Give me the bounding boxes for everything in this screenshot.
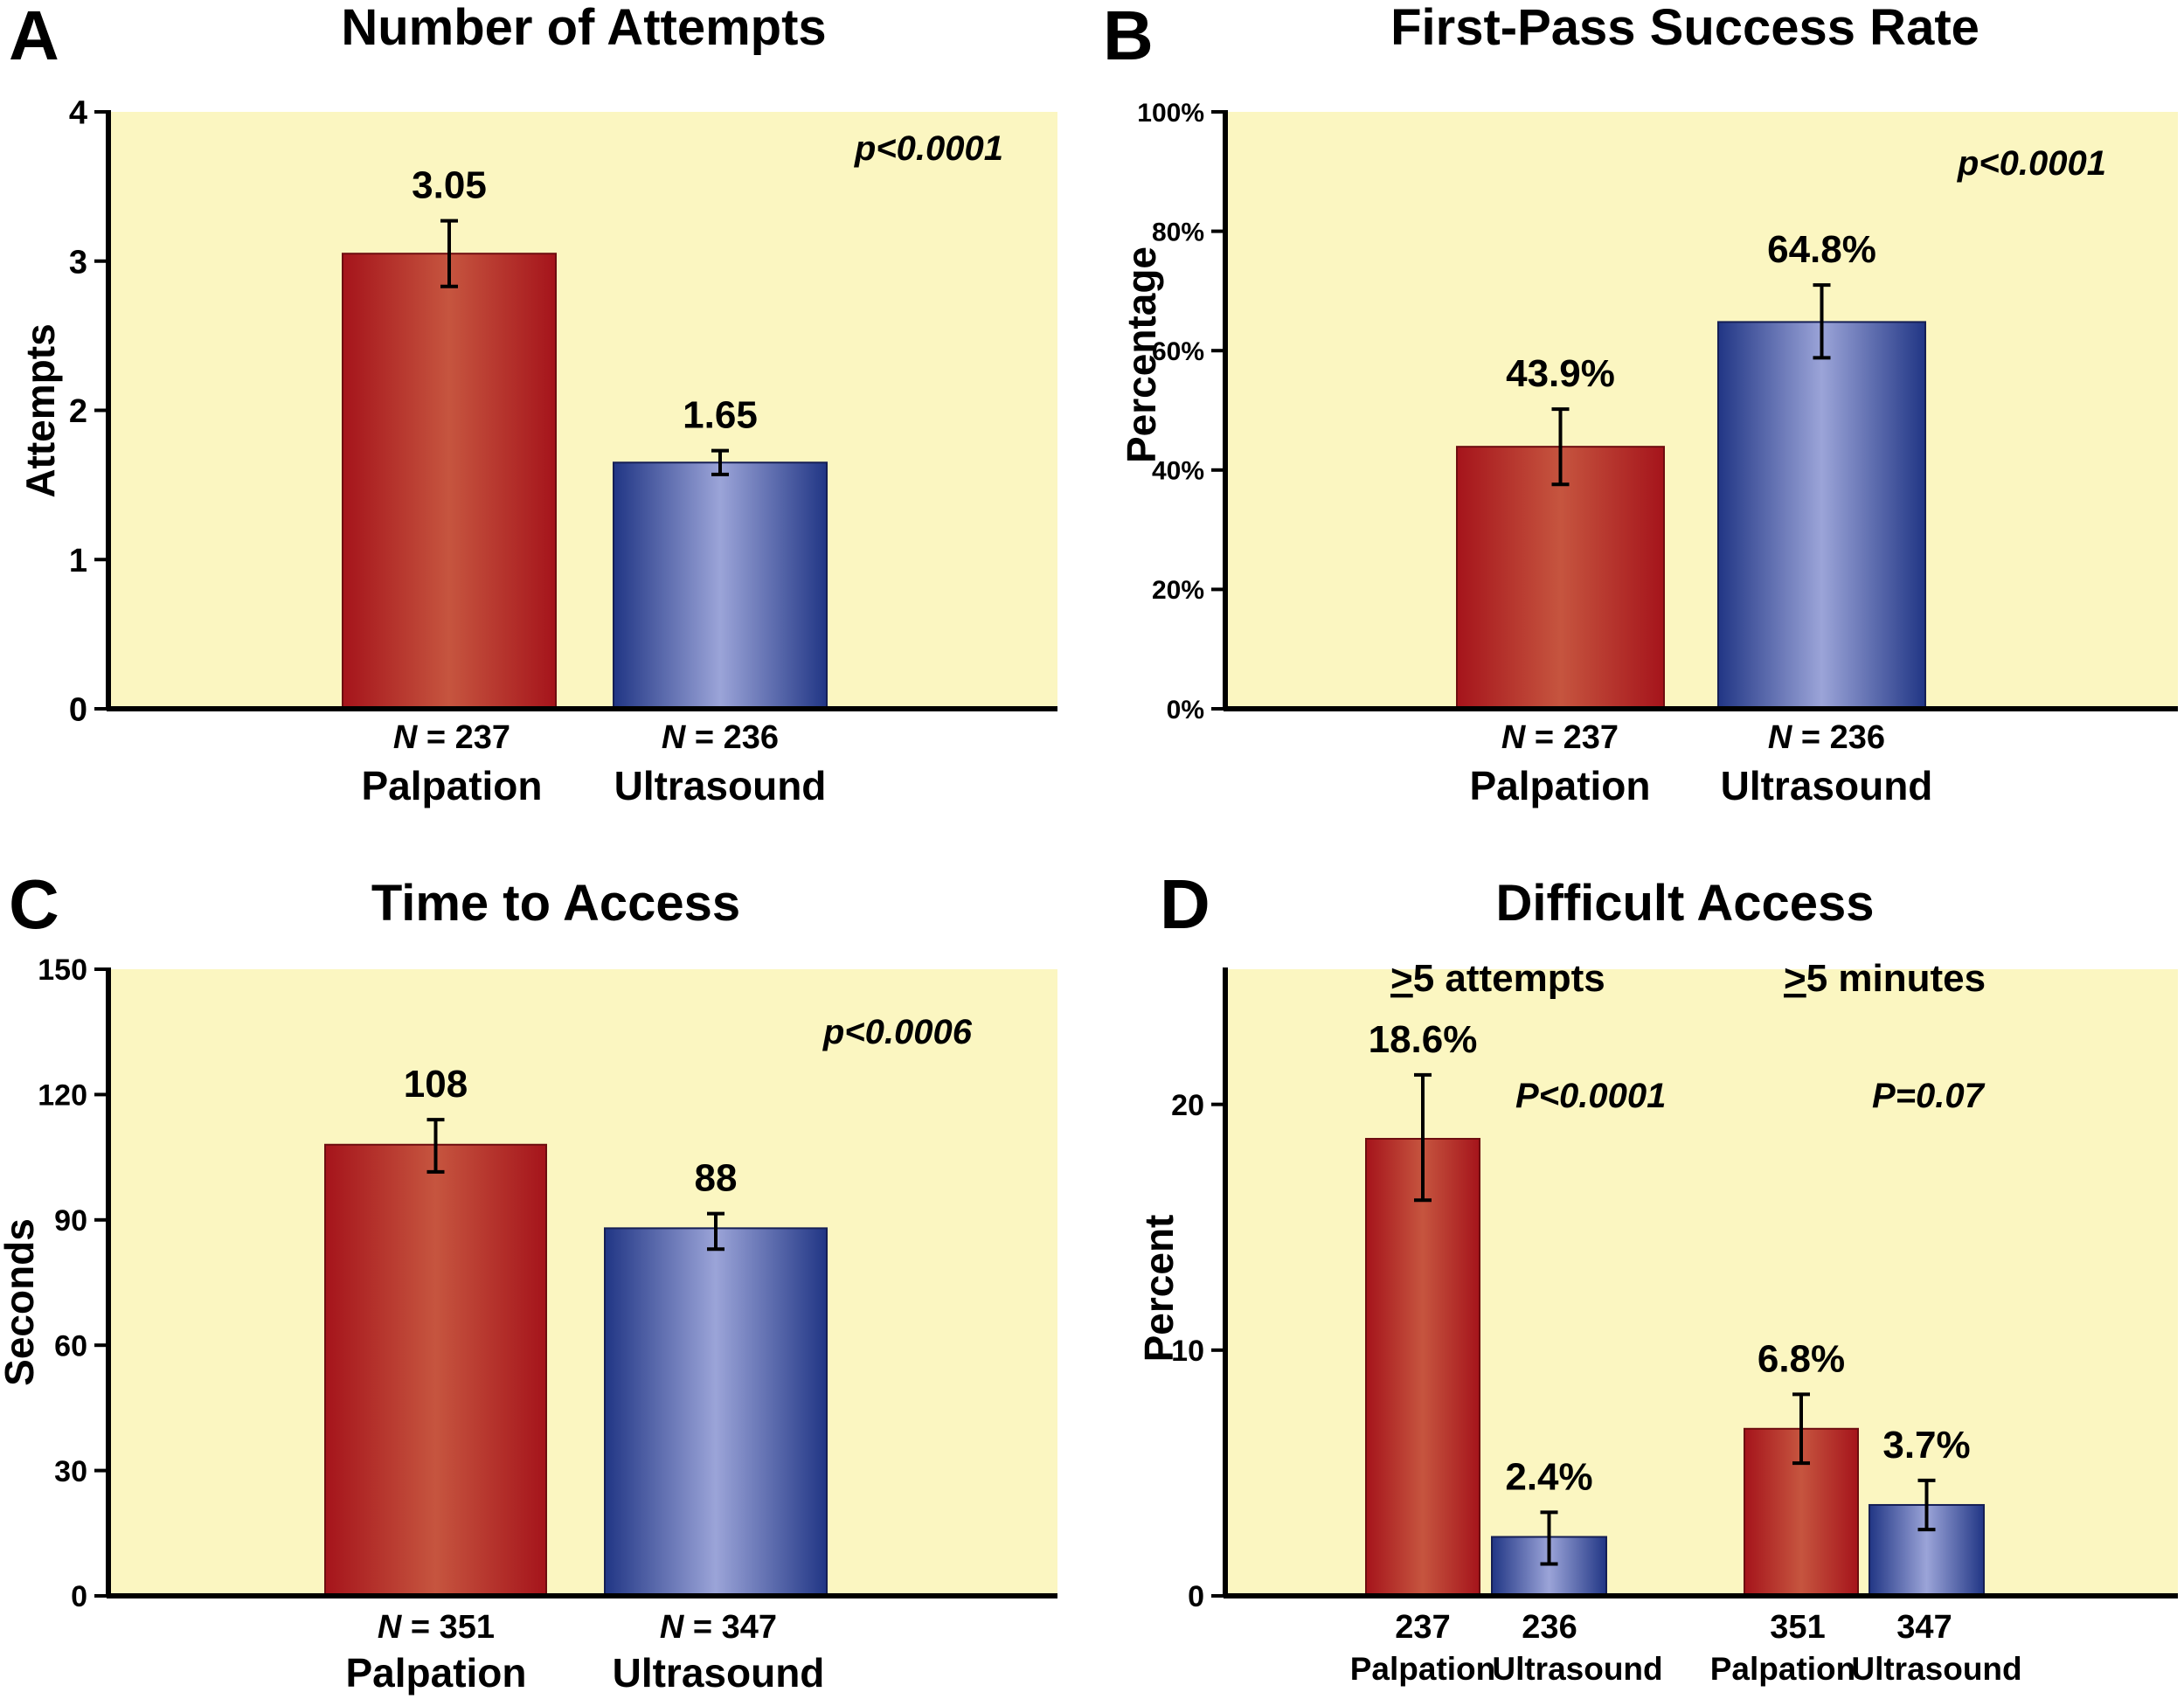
bar xyxy=(1456,446,1665,710)
y-tick-label: 4 xyxy=(69,95,87,132)
chart-title: First-Pass Success Rate xyxy=(1390,0,1979,56)
panel-c: C Time to Access Seconds p<0.0006 0 30 60 9… xyxy=(0,865,1057,1696)
y-tick-label: 60% xyxy=(1152,337,1204,366)
bar-ultrasound: 3.7% xyxy=(1869,1424,1985,1598)
y-tick-label: 0% xyxy=(1167,696,1204,725)
category-label-palpation: Palpation xyxy=(1350,1651,1496,1687)
value-label: 108 xyxy=(404,1063,468,1106)
group-attempts: >5 attempts P<0.0001 18.6% 2.4% 237 236 … xyxy=(1350,957,1667,1687)
y-tick-label: 100% xyxy=(1137,99,1204,128)
y-tick-label: 0 xyxy=(71,1580,87,1613)
bar-palpation: 43.9% xyxy=(1456,352,1665,710)
y-tick-label: 20% xyxy=(1152,576,1204,605)
bar-palpation: 18.6% xyxy=(1365,1018,1480,1597)
y-tick-label: 120 xyxy=(38,1079,87,1113)
panel-letter: B xyxy=(1103,0,1154,74)
n-label-palpation: N = 351 xyxy=(378,1609,495,1646)
y-axis-label: Percent xyxy=(1136,1215,1182,1363)
bar-palpation: 108 xyxy=(324,1063,547,1597)
bar-ultrasound: 88 xyxy=(604,1157,828,1597)
category-label-ultrasound: Ultrasound xyxy=(1851,1651,2021,1687)
y-tick-label: 80% xyxy=(1152,218,1204,246)
n-label-ultrasound: 347 xyxy=(1896,1609,1952,1646)
n-label-palpation: N = 237 xyxy=(1501,719,1619,756)
y-axis-ticks: 0 10 20 xyxy=(1171,1089,1225,1613)
panel-d: D Difficult Access Percent 0 10 20 >5 atte… xyxy=(1136,865,2178,1687)
y-tick-label: 150 xyxy=(38,954,87,987)
bar xyxy=(613,461,828,710)
y-axis-ticks: 0% 20% 40% 60% 80% 100% xyxy=(1137,99,1225,725)
value-label: 43.9% xyxy=(1506,352,1615,395)
plot-area xyxy=(108,112,1057,709)
y-tick-label: 90 xyxy=(54,1204,87,1238)
category-label-ultrasound: Ultrasound xyxy=(1492,1651,1662,1687)
p-value: p<0.0001 xyxy=(854,129,1003,168)
y-tick-label: 0 xyxy=(69,692,87,729)
bar xyxy=(604,1227,828,1597)
chart-title: Time to Access xyxy=(371,875,740,932)
n-label-palpation: N = 237 xyxy=(393,719,510,756)
y-tick-label: 3 xyxy=(69,244,87,281)
y-tick-label: 0 xyxy=(1188,1580,1204,1613)
bar-ultrasound: 1.65 xyxy=(613,394,828,710)
category-label-palpation: Palpation xyxy=(1469,763,1650,808)
y-tick-label: 30 xyxy=(54,1455,87,1488)
y-tick-label: 10 xyxy=(1171,1335,1204,1368)
p-value: P<0.0001 xyxy=(1515,1077,1666,1115)
y-axis-ticks: 0 30 60 90 120 150 xyxy=(38,954,108,1613)
y-tick-label: 2 xyxy=(69,393,87,430)
category-label-ultrasound: Ultrasound xyxy=(613,1650,825,1696)
value-label: 3.05 xyxy=(412,164,487,207)
y-axis-label: Seconds xyxy=(0,1218,42,1386)
value-label: 64.8% xyxy=(1767,228,1876,271)
panel-letter: C xyxy=(9,865,59,943)
y-tick-label: 60 xyxy=(54,1329,87,1363)
value-label: 18.6% xyxy=(1369,1018,1478,1061)
bar-ultrasound: 64.8% xyxy=(1717,228,1926,710)
bar-palpation: 3.05 xyxy=(342,164,557,710)
y-axis-label: Attempts xyxy=(17,323,63,497)
y-axis-ticks: 0 1 2 3 4 xyxy=(69,95,108,729)
bar xyxy=(342,253,557,710)
y-tick-label: 40% xyxy=(1152,457,1204,486)
chart-title: Number of Attempts xyxy=(341,0,826,56)
n-label-palpation: 237 xyxy=(1395,1609,1450,1646)
p-value: p<0.0006 xyxy=(822,1013,973,1051)
y-tick-label: 1 xyxy=(69,543,87,579)
n-label-ultrasound: N = 236 xyxy=(1768,719,1885,756)
category-label-ultrasound: Ultrasound xyxy=(614,763,827,808)
group-minutes: >5 minutes P=0.07 6.8% 3.7% 351 347 Palp… xyxy=(1710,957,2022,1687)
plot-area xyxy=(108,969,1057,1596)
value-label: 3.7% xyxy=(1882,1424,1970,1467)
value-label: 1.65 xyxy=(683,394,758,437)
p-value: p<0.0001 xyxy=(1957,144,2106,183)
bar xyxy=(1717,321,1926,710)
p-value: P=0.07 xyxy=(1872,1077,1986,1115)
n-label-ultrasound: N = 236 xyxy=(662,719,779,756)
category-label-palpation: Palpation xyxy=(1710,1651,1856,1687)
panel-a: A Number of Attempts Attempts p<0.0001 0… xyxy=(9,0,1057,808)
value-label: 6.8% xyxy=(1758,1337,1845,1380)
y-axis-label: Percentage xyxy=(1119,246,1164,463)
panel-b: B First-Pass Success Rate Percentage p<0… xyxy=(1103,0,2178,808)
panel-letter: D xyxy=(1160,865,1210,943)
category-label-palpation: Palpation xyxy=(361,763,542,808)
panel-letter: A xyxy=(9,0,59,74)
value-label: 88 xyxy=(695,1157,738,1200)
value-label: 2.4% xyxy=(1505,1455,1592,1498)
n-label-palpation: 351 xyxy=(1770,1609,1825,1646)
plot-area xyxy=(1225,112,2178,709)
bar xyxy=(1365,1138,1480,1597)
category-label-ultrasound: Ultrasound xyxy=(1721,763,1933,808)
group-label: >5 attempts xyxy=(1390,957,1605,1000)
chart-title: Difficult Access xyxy=(1496,875,1875,932)
n-label-ultrasound: 236 xyxy=(1522,1609,1577,1646)
y-tick-label: 20 xyxy=(1171,1089,1204,1122)
n-label-ultrasound: N = 347 xyxy=(660,1609,777,1646)
bar-palpation: 6.8% xyxy=(1744,1337,1859,1598)
bar xyxy=(324,1143,547,1597)
category-label-palpation: Palpation xyxy=(345,1650,526,1696)
group-label: >5 minutes xyxy=(1784,957,1986,1000)
